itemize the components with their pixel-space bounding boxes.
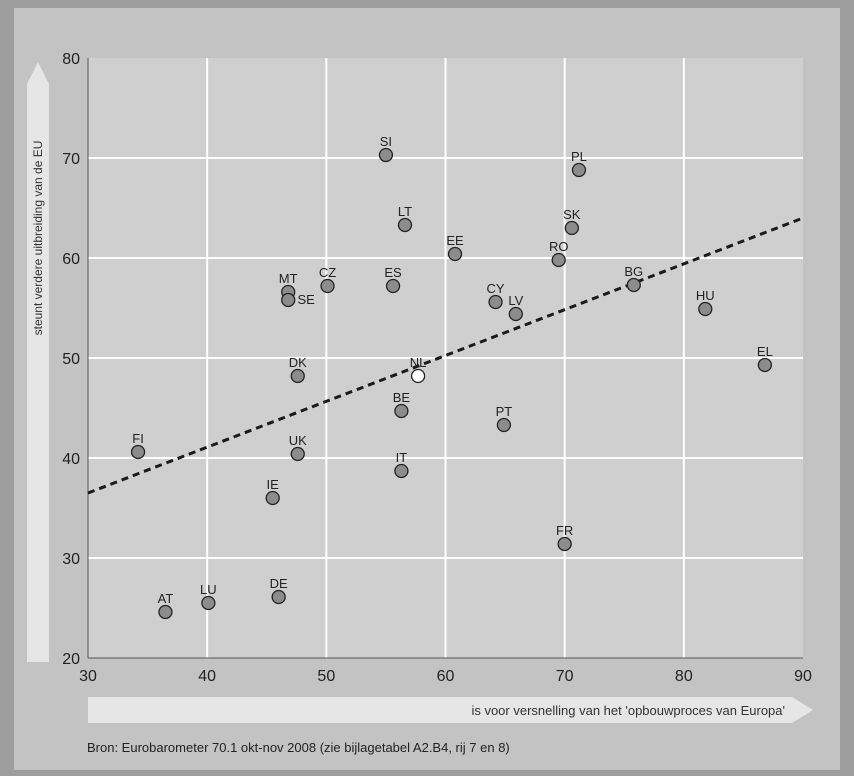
data-point-cz [320, 278, 335, 294]
point-label-uk: UK [289, 433, 307, 448]
point-label-el: EL [757, 344, 773, 359]
data-point-se [281, 292, 296, 308]
y-tick-label-80: 80 [62, 51, 80, 68]
point-label-es: ES [384, 265, 402, 280]
point-label-ie: IE [267, 477, 280, 492]
data-point-fr [557, 536, 572, 552]
y-tick-label-50: 50 [62, 351, 80, 368]
data-point-ro [551, 252, 566, 268]
data-point-si [378, 147, 394, 163]
x-axis-label: is voor versnelling van het 'opbouwproce… [471, 703, 785, 718]
point-label-lu: LU [200, 582, 217, 597]
point-label-cz: CZ [319, 265, 336, 280]
point-label-bg: BG [624, 264, 643, 279]
point-label-cy: CY [487, 281, 505, 296]
y-tick-label-30: 30 [62, 551, 80, 568]
point-label-ro: RO [549, 239, 569, 254]
x-tick-label-70: 70 [556, 668, 574, 685]
point-label-fi: FI [132, 431, 144, 446]
point-label-pl: PL [571, 149, 587, 164]
data-point-at [158, 604, 173, 620]
data-point-hu [698, 301, 713, 317]
y-tick-label-70: 70 [62, 151, 80, 168]
source-note: Bron: Eurobarometer 70.1 okt-nov 2008 (z… [87, 740, 510, 755]
data-point-bg [626, 277, 641, 293]
x-tick-label-60: 60 [437, 668, 455, 685]
data-point-ie [265, 490, 280, 506]
point-label-lv: LV [508, 293, 523, 308]
x-tick-label-80: 80 [675, 668, 693, 685]
point-label-mt: MT [279, 271, 298, 286]
x-tick-label-30: 30 [79, 668, 97, 685]
x-axis-arrow [88, 697, 813, 723]
point-label-lt: LT [398, 204, 412, 219]
x-tick-label-50: 50 [317, 668, 335, 685]
point-label-se: SE [298, 292, 316, 307]
point-label-nl: NL [410, 355, 427, 370]
x-tick-label-40: 40 [198, 668, 216, 685]
point-label-hu: HU [696, 288, 715, 303]
trend-line [87, 216, 804, 495]
y-tick-label-40: 40 [62, 451, 80, 468]
y-tick-label-20: 20 [62, 651, 80, 668]
data-point-lu [201, 595, 216, 611]
data-point-it [394, 463, 409, 479]
y-tick-label-60: 60 [62, 251, 80, 268]
data-point-uk [290, 446, 305, 462]
data-point-pt [496, 417, 512, 433]
data-point-lt [397, 217, 413, 233]
point-label-de: DE [270, 576, 288, 591]
data-point-ee [447, 246, 463, 262]
data-point-el [757, 357, 773, 373]
x-tick-label-90: 90 [794, 668, 812, 685]
data-point-lv [508, 306, 523, 322]
data-point-es [385, 278, 401, 294]
point-label-ee: EE [446, 233, 464, 248]
point-label-dk: DK [289, 355, 307, 370]
data-point-nl [410, 368, 426, 384]
data-point-de [271, 589, 286, 605]
y-axis-label: steunt verdere uitbreiding van de EU [31, 141, 45, 336]
point-label-at: AT [158, 591, 174, 606]
data-point-be [394, 403, 409, 419]
point-label-si: SI [380, 134, 392, 149]
point-label-pt: PT [496, 404, 513, 419]
point-label-be: BE [393, 390, 411, 405]
data-point-cy [488, 294, 503, 310]
y-axis-arrow [27, 62, 49, 662]
point-label-fr: FR [556, 523, 573, 538]
data-point-sk [564, 220, 579, 236]
point-label-sk: SK [563, 207, 581, 222]
data-point-pl [571, 162, 587, 178]
data-point-dk [290, 368, 305, 384]
data-point-fi [130, 444, 146, 460]
point-label-it: IT [396, 450, 408, 465]
